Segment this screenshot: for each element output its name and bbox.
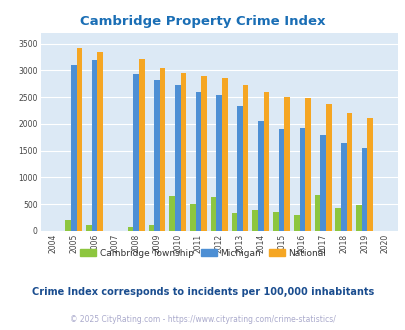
Bar	[175, 85, 180, 231]
Bar	[97, 52, 103, 231]
Text: Crime Index corresponds to incidents per 100,000 inhabitants: Crime Index corresponds to incidents per…	[32, 287, 373, 297]
Bar	[169, 196, 175, 231]
Bar	[159, 68, 165, 231]
Bar	[314, 195, 320, 231]
Bar	[367, 118, 372, 231]
Bar	[216, 95, 222, 231]
Bar	[190, 204, 195, 231]
Bar	[65, 220, 71, 231]
Bar	[133, 74, 139, 231]
Bar	[210, 197, 216, 231]
Bar	[284, 97, 289, 231]
Bar	[71, 65, 77, 231]
Bar	[263, 92, 269, 231]
Bar	[325, 104, 331, 231]
Bar	[77, 48, 82, 231]
Bar	[252, 211, 257, 231]
Legend: Cambridge Township, Michigan, National: Cambridge Township, Michigan, National	[76, 245, 329, 261]
Bar	[305, 98, 310, 231]
Bar	[201, 76, 207, 231]
Bar	[237, 106, 242, 231]
Bar	[231, 213, 237, 231]
Bar	[355, 205, 361, 231]
Bar	[92, 60, 97, 231]
Bar	[320, 135, 325, 231]
Text: Cambridge Property Crime Index: Cambridge Property Crime Index	[80, 15, 325, 28]
Bar	[299, 128, 305, 231]
Bar	[195, 92, 201, 231]
Bar	[222, 78, 227, 231]
Bar	[340, 143, 346, 231]
Bar	[180, 73, 185, 231]
Bar	[242, 85, 248, 231]
Bar	[293, 215, 299, 231]
Bar	[148, 225, 154, 231]
Bar	[154, 80, 159, 231]
Bar	[278, 129, 284, 231]
Bar	[335, 208, 340, 231]
Bar	[346, 113, 352, 231]
Bar	[273, 212, 278, 231]
Bar	[139, 59, 144, 231]
Bar	[86, 225, 92, 231]
Bar	[361, 148, 367, 231]
Text: © 2025 CityRating.com - https://www.cityrating.com/crime-statistics/: © 2025 CityRating.com - https://www.city…	[70, 315, 335, 324]
Bar	[128, 227, 133, 231]
Bar	[257, 121, 263, 231]
